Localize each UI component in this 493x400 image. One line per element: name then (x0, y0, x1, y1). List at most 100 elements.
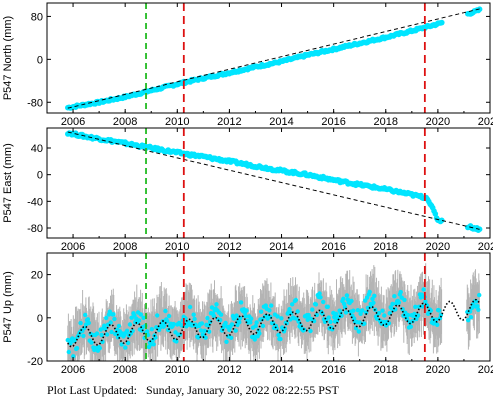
data-point (238, 300, 244, 305)
data-point (398, 289, 403, 295)
x-tick-label: 2020 (426, 241, 450, 253)
data-point (260, 323, 266, 329)
data-point (326, 315, 331, 320)
data-point (85, 317, 91, 322)
data-point (364, 295, 370, 300)
y-tick-label: 20 (31, 270, 43, 282)
data-point (237, 320, 242, 325)
x-tick-label: 2012 (217, 116, 241, 128)
plot-updated-footer: Plot Last Updated: Sunday, January 30, 2… (47, 383, 339, 398)
data-point (83, 312, 88, 318)
y-tick-label: 0 (37, 54, 43, 66)
data-point (293, 297, 299, 303)
data-point (111, 312, 116, 317)
data-point (155, 313, 160, 318)
data-point (278, 336, 283, 342)
data-point (86, 320, 92, 326)
panel-east: 2006 2008 2010 2012 2014 2016 2018 2020 2022 -80 -… (2, 127, 493, 253)
data-point (207, 329, 212, 334)
data-point (439, 217, 445, 224)
data-point (371, 300, 376, 305)
data-point (163, 308, 168, 314)
data-point (342, 301, 347, 307)
model-line (67, 298, 481, 348)
data-point (234, 313, 239, 318)
data-point (187, 304, 193, 310)
data-point (332, 314, 337, 320)
data-point (436, 308, 442, 313)
plot-frame (46, 2, 491, 114)
data-point (171, 321, 176, 327)
data-point (174, 339, 179, 344)
data-point (435, 322, 440, 327)
x-tick-label: 2010 (165, 364, 189, 376)
data-point (66, 349, 72, 355)
data-point (287, 307, 292, 312)
data-point (380, 308, 385, 313)
data-point (198, 328, 204, 333)
data-point (428, 308, 433, 313)
data-point (295, 309, 300, 314)
y-tick-label: 80 (31, 11, 43, 23)
data-point (313, 302, 319, 307)
data-point (218, 317, 223, 323)
data-point (317, 291, 322, 296)
plot-frame (46, 252, 491, 362)
data-point (248, 320, 253, 325)
data-point (267, 308, 272, 313)
data-point (149, 327, 154, 332)
data-point (145, 332, 151, 338)
x-tick-label: 2018 (374, 241, 398, 253)
data-point (94, 331, 100, 336)
data-point (421, 287, 426, 292)
data-point (402, 297, 407, 303)
x-tick-label: 2012 (217, 241, 241, 253)
data-point (423, 299, 428, 304)
y-tick-label: -40 (27, 196, 43, 208)
data-point (362, 321, 367, 326)
data-point (228, 335, 234, 340)
data-point (233, 328, 238, 333)
data-point (166, 313, 172, 319)
data-point (372, 293, 377, 298)
panel-north: 2006 2008 2010 2012 2014 2016 2018 2020 2022 -80 0… (2, 2, 493, 128)
data-point (356, 329, 361, 334)
panel-up: 2006 2008 2010 2012 2014 2016 2018 2020 2022 -20 0… (2, 252, 493, 376)
x-tick-label: 2008 (113, 364, 137, 376)
data-point (132, 313, 137, 318)
data-point (104, 315, 109, 321)
data-point (238, 316, 243, 321)
data-point (257, 331, 262, 336)
data-point (138, 312, 143, 317)
data-point (351, 308, 356, 313)
y-tick-label: 40 (31, 143, 43, 155)
data-point (408, 324, 413, 329)
data-point (290, 302, 295, 307)
data-point (333, 311, 339, 316)
data-point (218, 312, 224, 317)
data-point (71, 354, 76, 359)
x-tick-label: 2006 (61, 364, 85, 376)
data-point (308, 328, 313, 334)
data-point (365, 305, 371, 310)
data-point (432, 211, 439, 217)
data-point (205, 315, 210, 321)
data-point (413, 304, 418, 309)
data-point (203, 335, 208, 340)
x-tick-label: 2018 (374, 116, 398, 128)
x-tick-label: 2014 (269, 116, 293, 128)
data-point (145, 329, 150, 334)
x-tick-label: 2012 (217, 364, 241, 376)
data-point (269, 303, 274, 308)
y-tick-label: -80 (27, 223, 43, 235)
data-point (68, 341, 73, 346)
data-point (191, 312, 196, 317)
data-point (141, 315, 146, 320)
data-point (229, 322, 235, 327)
data-point (439, 19, 445, 26)
y-axis-label: P547 East (mm) (2, 143, 14, 222)
data-point (405, 312, 411, 318)
data-point (254, 320, 259, 325)
data-point (214, 302, 219, 307)
x-tick-label: 2008 (113, 241, 137, 253)
